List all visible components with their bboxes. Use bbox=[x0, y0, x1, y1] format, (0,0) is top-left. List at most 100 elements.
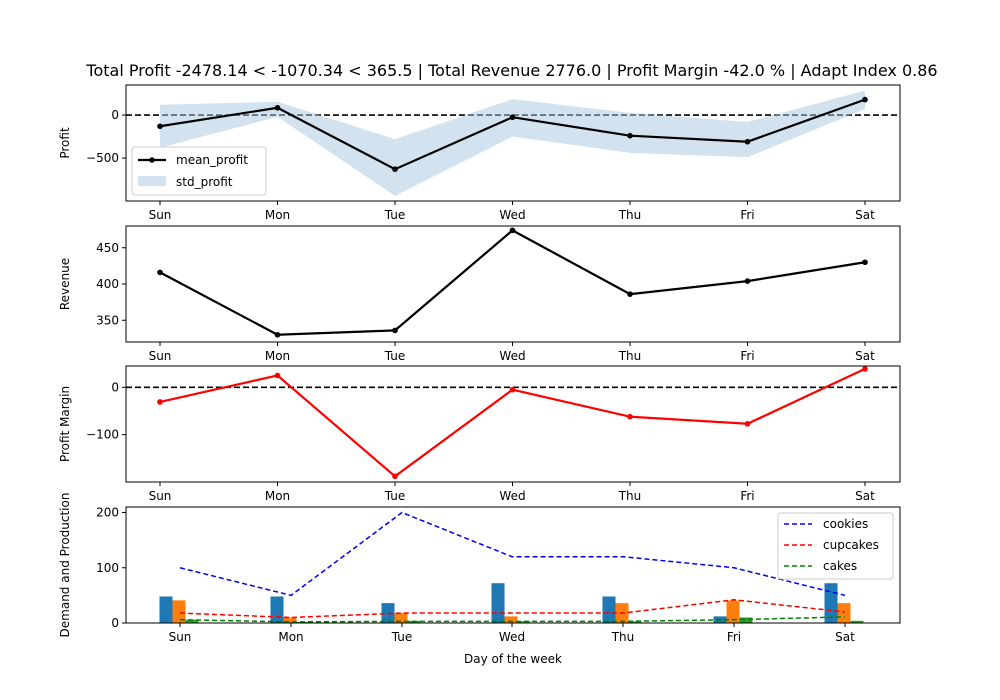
production-bar bbox=[172, 600, 186, 623]
legend-label-cookies: cookies bbox=[823, 517, 868, 531]
legend-swatch-std-profit bbox=[138, 176, 166, 186]
production-bar bbox=[270, 596, 284, 623]
mean-profit-line-point bbox=[862, 96, 868, 103]
production-bar bbox=[491, 583, 505, 623]
profit-margin-line-point bbox=[627, 413, 633, 420]
y-tick-label: 0 bbox=[111, 616, 119, 630]
legend: cookies cupcakes cakes bbox=[777, 512, 894, 580]
y-tick-label: −500 bbox=[86, 151, 119, 165]
profit-margin-line-point bbox=[157, 399, 163, 405]
production-bar bbox=[726, 600, 740, 623]
production-bar bbox=[837, 603, 851, 623]
x-tick-label: Sat bbox=[855, 349, 875, 363]
production-bar bbox=[739, 617, 753, 623]
x-tick-label: Mon bbox=[265, 208, 290, 222]
x-tick-label: Wed bbox=[499, 489, 525, 503]
y-axis-label: Demand and Production bbox=[58, 493, 72, 638]
x-tick-label: Sun bbox=[149, 489, 172, 503]
cakes-demand-line bbox=[179, 616, 846, 623]
x-tick-label: Mon bbox=[265, 489, 290, 503]
production-bar bbox=[517, 621, 531, 623]
axes-frame bbox=[125, 506, 901, 624]
y-tick-label: 450 bbox=[96, 241, 119, 255]
mean-profit-line-point bbox=[744, 138, 751, 145]
profit-margin-axes: −100 0 Sun Mon Tue Wed Thu Fri Sat Profit Margin bbox=[58, 365, 901, 503]
x-tick-label: Tue bbox=[384, 489, 406, 503]
x-tick-label: Sat bbox=[835, 630, 855, 644]
x-tick-label: Fri bbox=[740, 349, 754, 363]
demand-production-axes: 0 100 200 Sun Mon Tue Wed Thu Fri Sat Demand and P… bbox=[58, 493, 901, 666]
production-bar bbox=[504, 616, 518, 623]
x-tick-label: Tue bbox=[391, 630, 413, 644]
revenue-line-point bbox=[392, 327, 398, 334]
revenue-line-point bbox=[157, 269, 163, 276]
revenue-line-point bbox=[627, 291, 633, 297]
profit-margin-line-point bbox=[392, 473, 398, 480]
x-tick-label: Sun bbox=[149, 349, 172, 363]
x-tick-label: Tue bbox=[384, 208, 406, 222]
x-tick-label: Sat bbox=[855, 489, 875, 503]
x-tick-label: Wed bbox=[499, 208, 525, 222]
mean-profit-line-point bbox=[157, 123, 163, 130]
revenue-line-point bbox=[862, 259, 868, 266]
production-bar bbox=[602, 596, 616, 623]
production-bar bbox=[283, 617, 297, 623]
x-tick-label: Fri bbox=[740, 208, 754, 222]
x-tick-label: Sun bbox=[169, 630, 192, 644]
y-axis-label: Profit Margin bbox=[58, 386, 72, 462]
revenue-line-point bbox=[744, 278, 751, 284]
legend-marker-mean-profit bbox=[149, 157, 155, 163]
legend: mean_profit std_profit bbox=[131, 146, 267, 196]
std-profit-band bbox=[160, 90, 865, 196]
x-tick-label: Tue bbox=[384, 349, 406, 363]
production-bar bbox=[850, 620, 864, 623]
mean-profit-line-point bbox=[509, 114, 516, 121]
mean-profit-line-point bbox=[274, 104, 281, 111]
x-tick-label: Thu bbox=[618, 208, 642, 222]
x-tick-label: Thu bbox=[618, 349, 642, 363]
x-tick-label: Sat bbox=[855, 208, 875, 222]
x-tick-label: Thu bbox=[618, 489, 642, 503]
axes-frame bbox=[125, 225, 901, 343]
legend-label-cakes: cakes bbox=[823, 559, 857, 573]
production-bar bbox=[185, 619, 199, 623]
y-tick-label: 350 bbox=[96, 313, 119, 327]
mean-profit-line-point bbox=[392, 166, 398, 173]
y-tick-label: −100 bbox=[86, 428, 119, 442]
x-tick-label: Sun bbox=[149, 208, 172, 222]
profit-margin-line-point bbox=[509, 386, 516, 393]
x-tick-label: Fri bbox=[727, 630, 741, 644]
y-tick-label: 400 bbox=[96, 277, 119, 291]
production-bar bbox=[628, 621, 642, 623]
revenue-axes: 350 400 450 Sun Mon Tue Wed Thu Fri Sat Revenue bbox=[58, 225, 901, 363]
y-axis-label: Revenue bbox=[58, 258, 72, 310]
x-tick-label: Thu bbox=[611, 630, 635, 644]
mean-profit-line-point bbox=[627, 132, 633, 139]
legend-label-mean-profit: mean_profit bbox=[176, 153, 248, 167]
y-tick-label: 0 bbox=[111, 108, 119, 122]
cookies-demand-line bbox=[179, 511, 846, 597]
profit-axes: −500 0 Sun Mon Tue Wed Thu Fri Sat Profit mean_pro… bbox=[58, 84, 901, 222]
revenue-line-point bbox=[274, 331, 281, 338]
figure-title: Total Profit -2478.14 < -1070.34 < 365.5… bbox=[85, 61, 937, 80]
x-tick-label: Mon bbox=[265, 349, 290, 363]
x-tick-label: Wed bbox=[499, 630, 525, 644]
revenue-line bbox=[159, 229, 866, 336]
y-axis-label: Profit bbox=[58, 127, 72, 159]
axes-frame bbox=[125, 365, 901, 483]
x-axis-label: Day of the week bbox=[464, 652, 562, 666]
profit-margin-line bbox=[159, 367, 866, 478]
x-tick-label: Mon bbox=[278, 630, 303, 644]
cupcakes-demand-line bbox=[179, 599, 846, 619]
legend-label-cupcakes: cupcakes bbox=[823, 538, 879, 552]
x-tick-label: Fri bbox=[740, 489, 754, 503]
axes-frame bbox=[125, 84, 901, 202]
x-tick-label: Wed bbox=[499, 349, 525, 363]
legend-box bbox=[777, 512, 894, 580]
production-bar bbox=[394, 613, 408, 623]
legend-label-std-profit: std_profit bbox=[176, 175, 233, 189]
profit-margin-line-point bbox=[744, 420, 751, 427]
y-tick-label: 200 bbox=[96, 506, 119, 520]
y-tick-label: 100 bbox=[96, 561, 119, 575]
production-bar bbox=[159, 596, 173, 623]
